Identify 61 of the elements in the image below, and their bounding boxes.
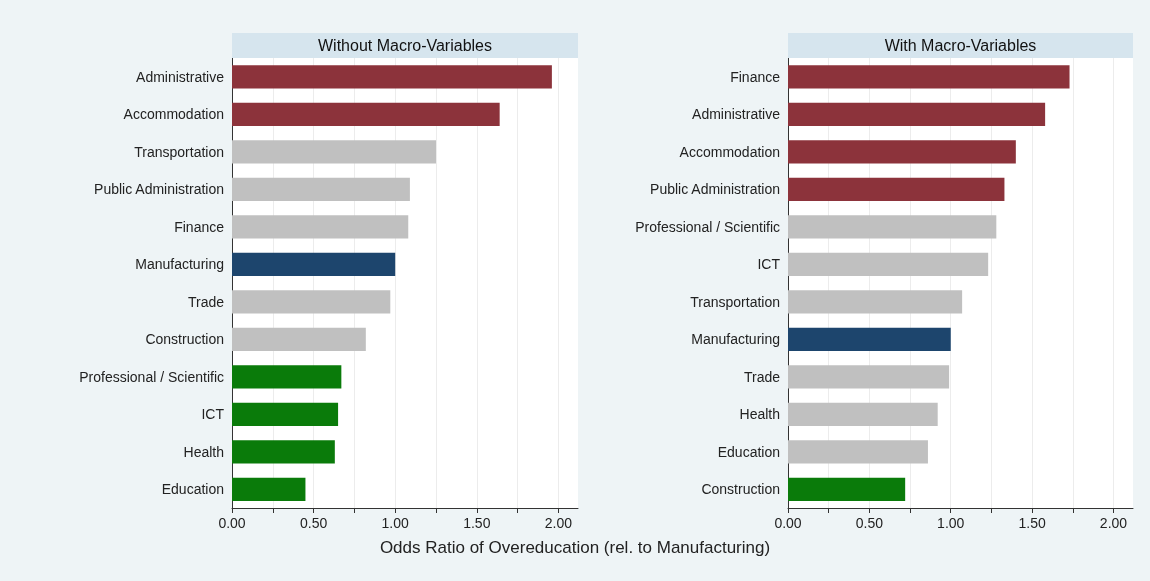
y-tick-label: Trade [187,293,225,310]
bar [232,65,552,89]
y-tick-label: Construction [145,331,224,348]
bar [232,177,410,201]
bar [788,440,928,464]
bar [232,252,396,276]
x-tick-label: 0.50 [299,515,328,531]
bar [232,327,366,351]
bar [788,327,951,351]
bar [788,177,1005,201]
x-tick-label: 2.00 [1099,515,1128,531]
y-tick-label: Professional / Scientific [79,368,224,385]
x-tick-label: 0.50 [855,515,884,531]
x-tick-label: 1.00 [937,515,965,531]
y-tick-label: ICT [757,256,781,273]
bar [232,290,391,314]
y-tick-label: Manufacturing [691,331,780,348]
y-tick-label: Administrative [692,106,781,123]
bar [788,477,906,501]
bar [232,440,335,464]
bar [788,215,997,239]
y-tick-label: Finance [174,218,225,235]
y-tick-label: Public Administration [650,181,780,198]
bar [232,140,437,164]
y-tick-label: Manufacturing [135,256,224,273]
x-tick-label: 1.50 [1018,515,1046,531]
x-axis-title: Odds Ratio of Overeducation (rel. to Manufacturing) [378,538,772,558]
x-tick-label: 0.00 [774,515,802,531]
y-tick-label: Trade [743,368,781,385]
y-tick-label: Finance [730,68,781,85]
bar [232,215,409,239]
bar [788,102,1046,126]
bar [232,477,306,501]
y-tick-label: Administrative [136,68,225,85]
y-tick-label: ICT [201,406,225,423]
y-tick-label: Education [161,481,224,498]
x-tick-label: 2.00 [544,515,573,531]
x-tick-label: 1.00 [381,515,410,531]
bar [788,65,1070,89]
y-tick-label: Accommodation [123,106,224,123]
chart-title: With Macro-Variables [788,33,1133,58]
y-tick-label: Health [739,406,780,423]
bar [232,402,339,426]
y-tick-label: Accommodation [679,143,780,160]
y-tick-label: Transportation [690,293,780,310]
bar [788,290,963,314]
bar [788,402,938,426]
bar [788,365,950,389]
bar [788,140,1016,164]
x-tick-label: 1.50 [463,515,491,531]
bar [788,252,989,276]
x-tick-label: 0.00 [218,515,246,531]
y-tick-label: Professional / Scientific [635,218,780,235]
y-tick-label: Education [717,443,780,460]
y-tick-label: Transportation [134,143,224,160]
chart-title: Without Macro-Variables [232,33,578,58]
bar [232,102,500,126]
y-tick-label: Health [183,443,224,460]
bar [232,365,342,389]
y-tick-label: Public Administration [94,181,224,198]
y-tick-label: Construction [701,481,780,498]
